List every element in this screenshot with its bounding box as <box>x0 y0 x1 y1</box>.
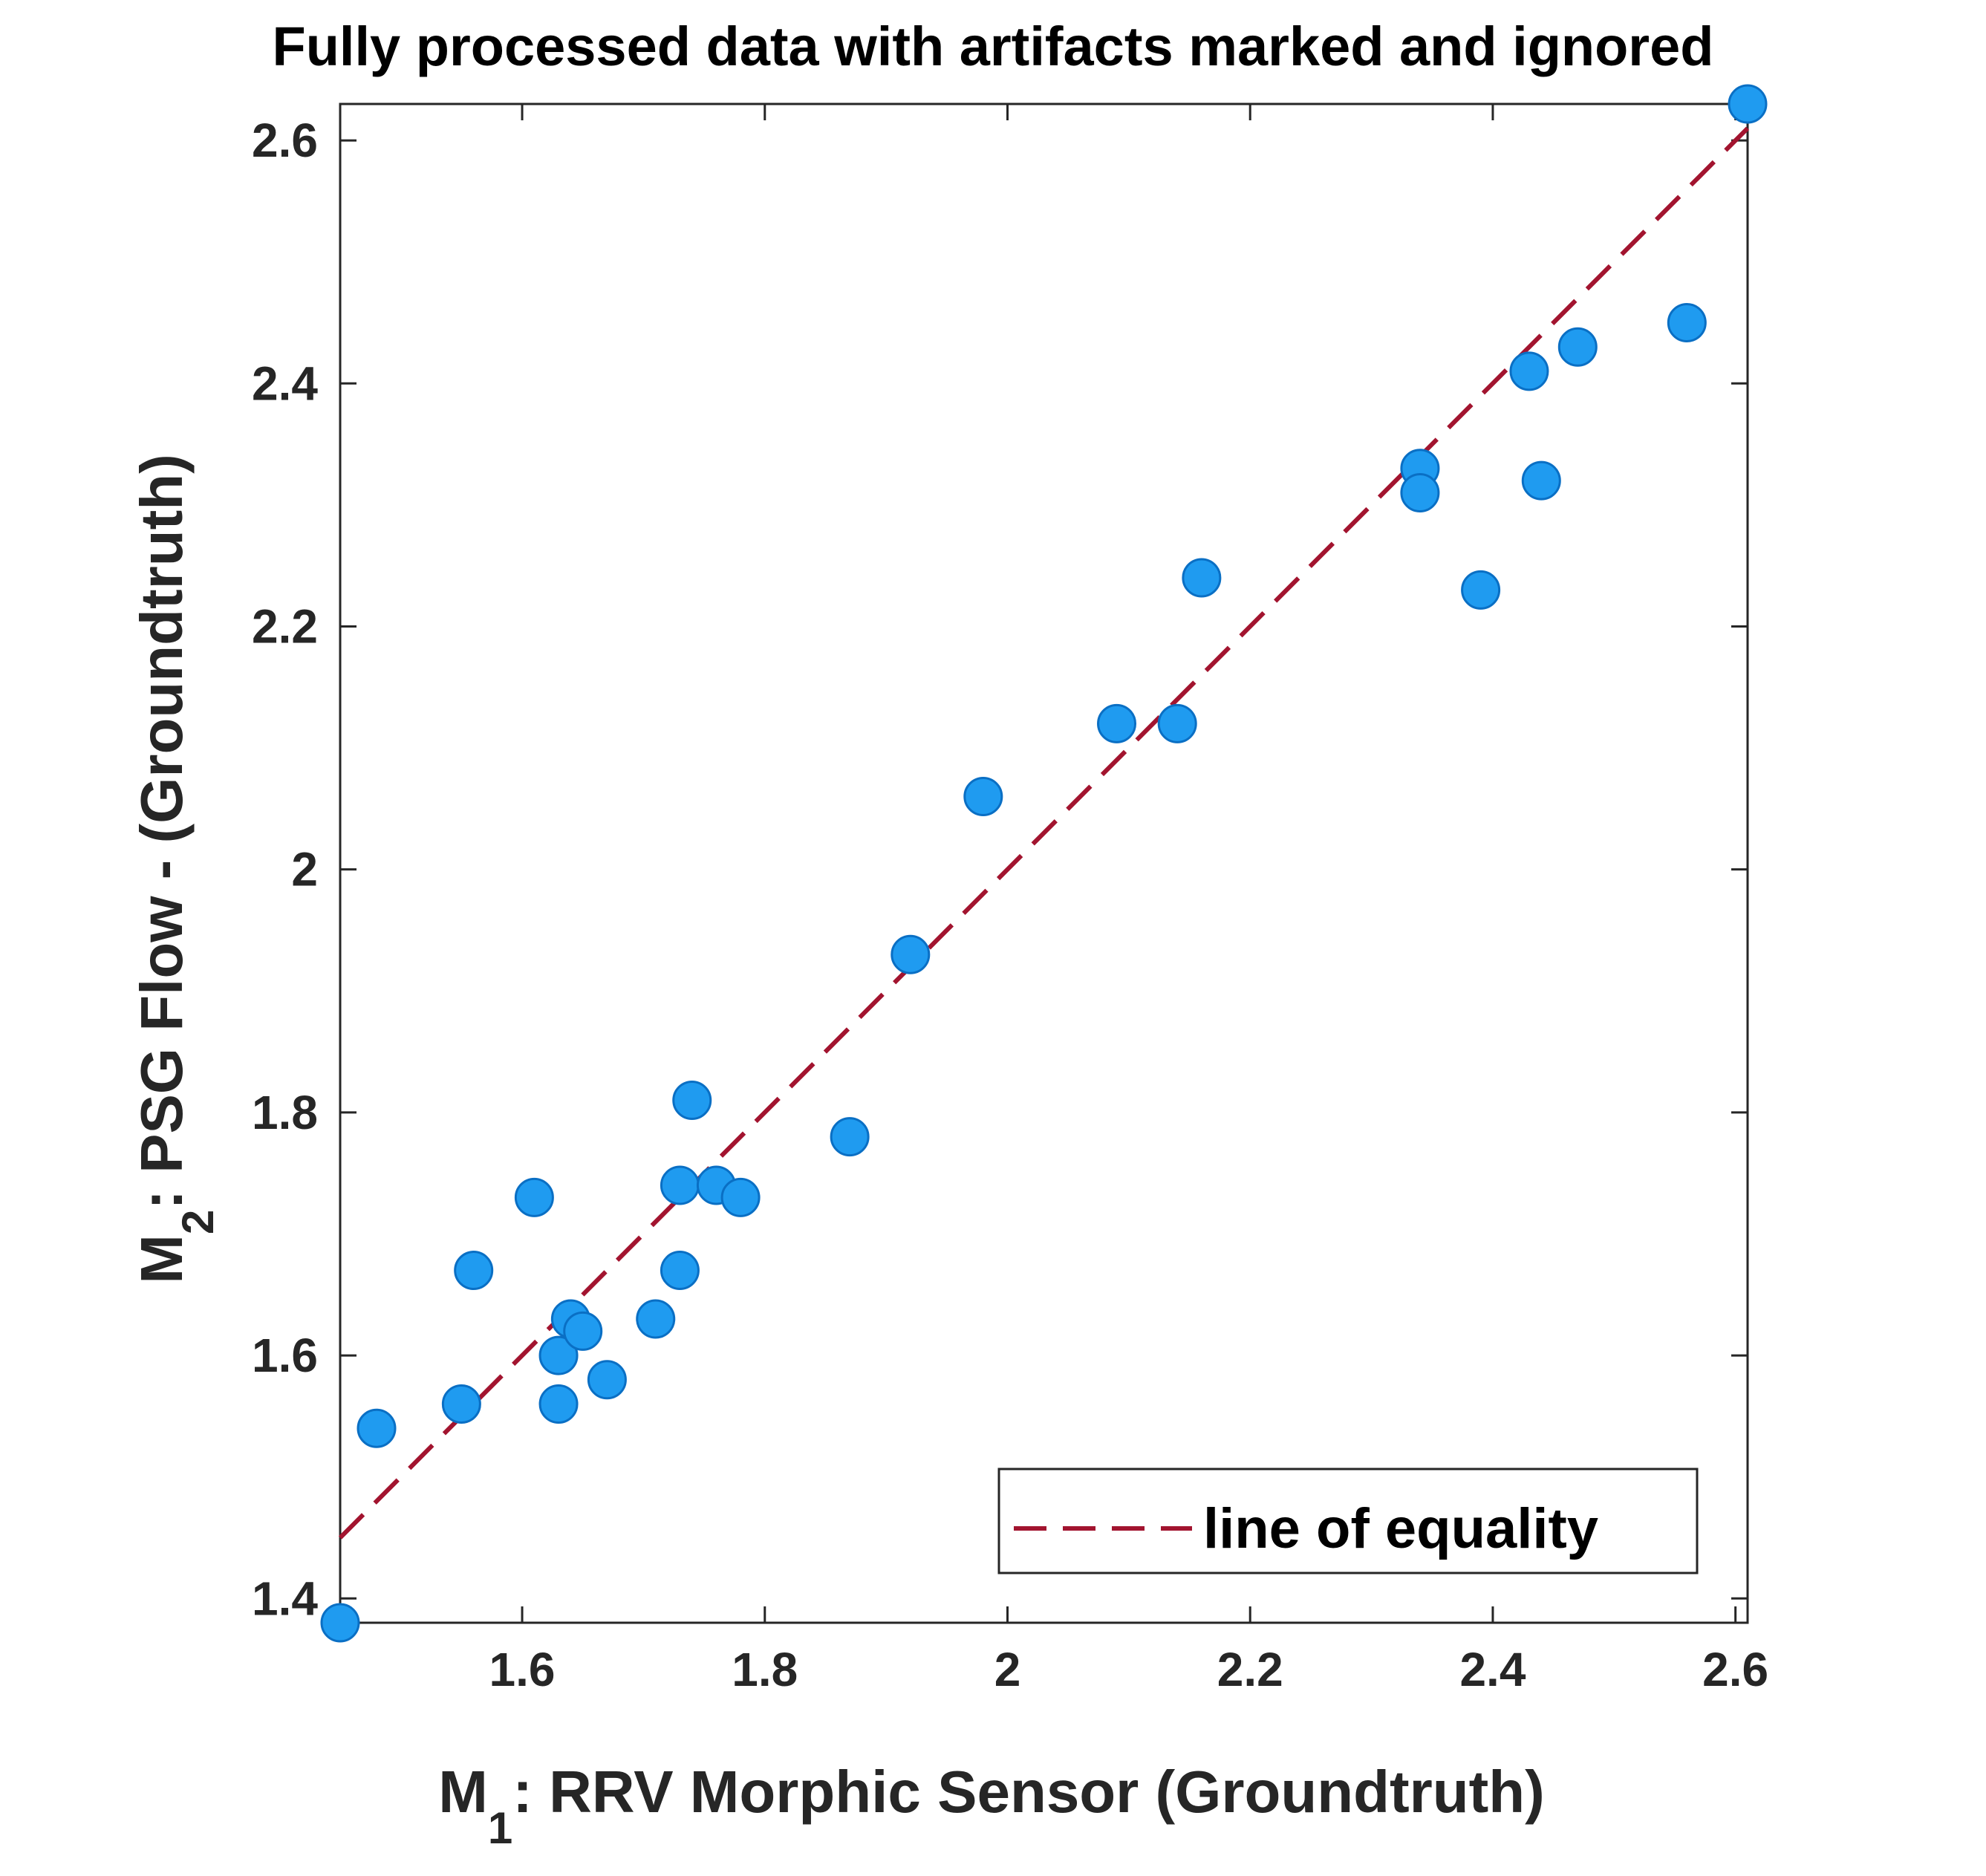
scatter-point <box>891 934 931 974</box>
scatter-point <box>1461 570 1501 610</box>
x-tick-label: 2.4 <box>1459 1643 1526 1696</box>
scatter-point <box>1557 327 1598 367</box>
y-tick-label: 2.4 <box>252 356 318 410</box>
scatter-point <box>1728 84 1768 124</box>
line-of-equality <box>338 126 1750 1540</box>
scatter-point <box>1521 460 1561 501</box>
scatter-point <box>441 1384 481 1424</box>
y-axis-label: M2: PSG Flow - (Groundtruth) <box>128 454 223 1284</box>
scatter-point <box>660 1165 700 1205</box>
x-tick-label: 2.6 <box>1702 1643 1768 1696</box>
scatter-point <box>636 1299 676 1339</box>
x-tick-label: 1.6 <box>489 1643 556 1696</box>
scatter-point <box>356 1408 397 1448</box>
legend-entry-label: line of equality <box>1203 1497 1598 1560</box>
x-axis-label-subscript: 1 <box>488 1803 512 1853</box>
x-tick-label: 1.8 <box>732 1643 798 1696</box>
scatter-point <box>830 1117 870 1157</box>
scatter-point <box>538 1335 579 1375</box>
scatter-point <box>563 1311 603 1351</box>
y-axis-label-symbol: M <box>128 1234 195 1284</box>
x-tick-label: 2 <box>994 1643 1021 1696</box>
scatter-point <box>1182 558 1222 598</box>
y-tick-label: 2 <box>291 843 318 896</box>
x-axis-label: M1: RRV Morphic Sensor (Groundtruth) <box>438 1759 1545 1853</box>
y-tick-label: 2.6 <box>252 114 318 167</box>
y-tick-label: 1.6 <box>252 1329 318 1382</box>
scatter-point <box>1509 351 1549 391</box>
scatter-point <box>660 1251 700 1291</box>
chart-title: Fully processed data with artifacts mark… <box>273 16 1714 77</box>
scatter-point <box>1097 703 1137 743</box>
legend-box <box>997 1468 1699 1574</box>
x-axis-label-text: : RRV Morphic Sensor (Groundtruth) <box>512 1759 1545 1825</box>
axes-box <box>339 102 1749 1624</box>
scatter-point <box>1157 703 1197 743</box>
scatter-point <box>720 1177 761 1217</box>
y-tick-label: 1.8 <box>252 1086 318 1139</box>
scatter-point <box>1667 302 1707 342</box>
scatter-point <box>672 1081 712 1121</box>
y-axis-label-subscript: 2 <box>173 1210 223 1234</box>
scatter-point <box>320 1603 360 1643</box>
scatter-point <box>454 1251 494 1291</box>
x-tick-label: 2.2 <box>1217 1643 1283 1696</box>
scatter-point <box>1400 473 1440 513</box>
scatter-point <box>963 777 1003 817</box>
legend: line of equality <box>997 1468 1699 1574</box>
y-tick-label: 1.4 <box>252 1572 318 1625</box>
scatter-point <box>587 1360 627 1400</box>
x-axis-label-symbol: M <box>438 1759 488 1825</box>
scatter-point <box>514 1177 554 1217</box>
plot-layer: 1.6 1.8 2 2.2 2.4 2.6 1.4 1.6 1.8 2 2.2 2.4 2.6 <box>252 84 1768 1696</box>
y-axis-label-text: : PSG Flow - (Groundtruth) <box>128 454 195 1210</box>
scatter-point <box>538 1384 579 1424</box>
y-tick-label: 2.2 <box>252 599 318 653</box>
